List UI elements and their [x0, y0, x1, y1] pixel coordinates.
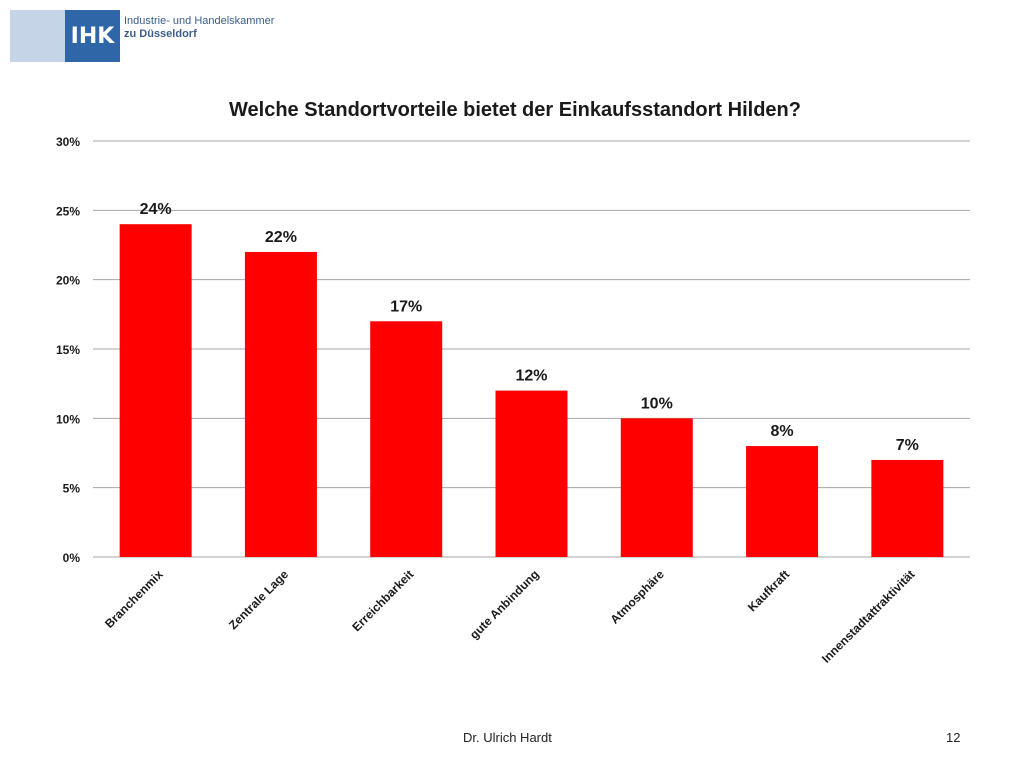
logo-mark: IHK: [65, 10, 120, 62]
bar: [119, 224, 192, 557]
y-tick-label: 10%: [56, 412, 80, 426]
category-label: Zentrale Lage: [226, 567, 291, 632]
y-tick-label: 25%: [56, 204, 80, 218]
bars: [119, 224, 944, 557]
y-tick-label: 0%: [63, 551, 81, 565]
value-label: 10%: [641, 395, 673, 412]
category-labels: Branchenmix Zentrale Lage Erreichbarkeit gu…: [102, 567, 917, 666]
bar: [370, 321, 443, 557]
logo-text: Industrie- und Handelskammer zu Düsseldo…: [124, 15, 274, 41]
bar: [495, 390, 568, 557]
category-label: Kaufkraft: [745, 567, 792, 614]
value-label: 12%: [515, 368, 547, 385]
y-tick-label: 30%: [56, 135, 80, 149]
y-tick-label: 5%: [63, 482, 81, 496]
y-axis-ticks: 0% 5% 10% 15% 20% 25% 30%: [56, 135, 80, 565]
bar: [871, 459, 944, 557]
logo-line-1: Industrie- und Handelskammer: [124, 15, 275, 27]
logo-light-block: [10, 10, 65, 62]
category-label: gute Anbindung: [467, 567, 542, 642]
logo-line-2: zu Düsseldorf: [124, 28, 197, 40]
value-labels: 24% 22% 17% 12% 10% 8% 7%: [140, 201, 919, 454]
chart-title: Welche Standortvorteile bietet der Einka…: [229, 99, 801, 121]
category-label: Atmosphäre: [607, 567, 667, 627]
bar: [244, 251, 317, 557]
footer-author: Dr. Ulrich Hardt: [463, 730, 552, 745]
value-label: 17%: [390, 298, 422, 315]
y-tick-label: 20%: [56, 274, 80, 288]
value-label: 24%: [140, 201, 172, 218]
value-label: 8%: [771, 423, 794, 440]
page-number: 12: [946, 730, 961, 745]
category-label: Innenstadtattraktivität: [819, 567, 918, 666]
value-label: 22%: [265, 229, 297, 246]
category-label: Branchenmix: [102, 567, 166, 631]
bar: [620, 418, 693, 557]
y-tick-label: 15%: [56, 343, 80, 357]
ihk-logo: IHK Industrie- und Handelskammer zu Düss…: [10, 10, 274, 62]
value-label: 7%: [896, 437, 919, 454]
category-label: Erreichbarkeit: [349, 567, 416, 634]
bar: [746, 446, 819, 557]
